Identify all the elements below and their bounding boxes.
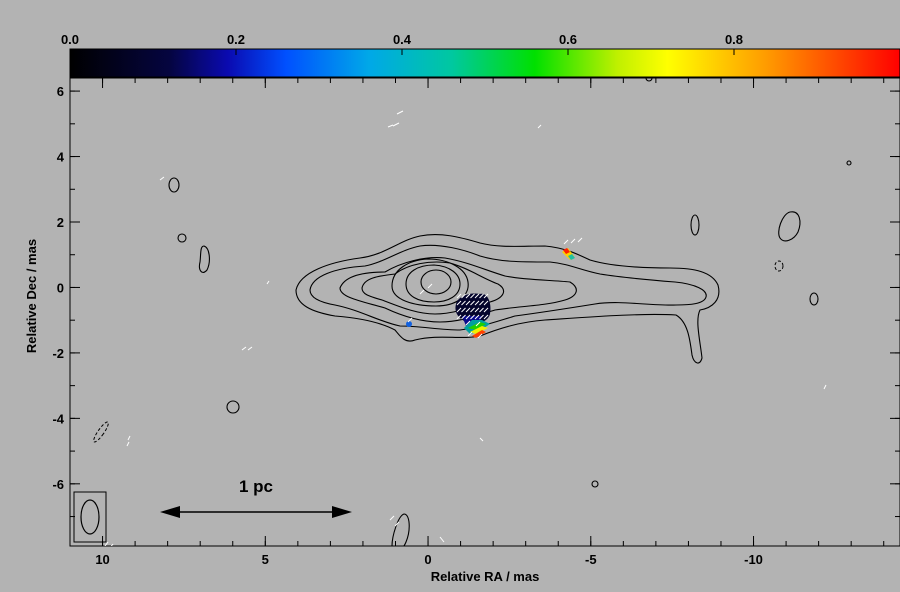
y-axis-title: Relative Dec / mas [24,239,39,353]
colorbar-gradient [70,49,900,77]
x-tick-label: 10 [95,552,109,567]
y-tick-label: 2 [57,215,64,230]
x-tick-label: -5 [585,552,597,567]
y-tick-label: -6 [52,477,64,492]
x-tick-label: 5 [262,552,269,567]
y-tick-label: -2 [52,346,64,361]
colorbar-tick-label: 0.6 [559,32,577,47]
y-tick-label: -4 [52,411,64,426]
x-tick-label: -10 [744,552,763,567]
colorbar-tick-label: 0.0 [61,32,79,47]
polarization-patch-left [406,321,412,327]
colorbar-tick-label: 0.4 [393,32,412,47]
y-tick-label: 6 [57,84,64,99]
y-tick-label: 0 [57,280,64,295]
x-tick-label: 0 [424,552,431,567]
x-axis-title: Relative RA / mas [431,569,540,584]
y-tick-label: 4 [57,150,65,165]
scale-bar-label: 1 pc [239,477,273,496]
colorbar-tick-label: 0.2 [227,32,245,47]
colorbar-tick-label: 0.8 [725,32,743,47]
